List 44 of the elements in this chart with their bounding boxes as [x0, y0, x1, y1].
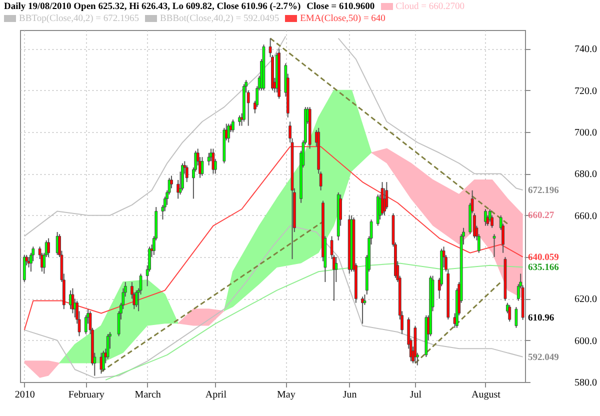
x-tick-label: May	[277, 390, 296, 400]
y-tick-label: 740.0	[574, 44, 597, 56]
data-label: 640.059	[528, 252, 560, 263]
chart-subtitle: Close = 610.9600	[306, 1, 375, 13]
y-tick-label: 600.0	[574, 336, 597, 347]
x-tick-label: August	[472, 390, 501, 400]
data-label: 635.166	[528, 263, 560, 274]
candlestick	[492, 234, 496, 258]
y-tick-label: 580.0	[574, 378, 597, 388]
candlestick	[508, 304, 512, 322]
y-tick-label: 660.0	[574, 210, 597, 222]
legend-label: BBBot(Close,40,2) = 592.0495	[160, 14, 280, 24]
candlestick	[200, 156, 204, 176]
legend-label: Cloud = 660.2700	[396, 2, 465, 12]
legend-label: BBTop(Close,40,2) = 672.1965	[19, 14, 140, 24]
candlestick	[47, 238, 50, 258]
candlestick	[238, 114, 242, 126]
line-series	[24, 146, 524, 330]
candlestick	[22, 254, 26, 283]
x-tick-label: Jun	[342, 390, 357, 400]
x-tick-label: Jul	[410, 390, 422, 400]
candlestick	[100, 352, 103, 374]
candlestick	[212, 148, 215, 174]
y-tick-label: 620.0	[574, 294, 597, 306]
candlestick	[134, 290, 138, 308]
x-tick-label: February	[68, 390, 104, 400]
data-label: 592.049	[528, 352, 560, 363]
candlestick	[232, 119, 234, 133]
y-tick-label: 700.0	[574, 128, 597, 139]
candlestick	[514, 306, 518, 328]
x-tick-label: April	[205, 390, 227, 400]
legend-label: EMA(Close,50) = 640	[300, 14, 386, 24]
text: 610.96	[528, 314, 554, 324]
y-tick-label: 680.0	[574, 169, 597, 180]
data-label: 660.27	[528, 210, 554, 221]
x-tick-label: 2010	[14, 390, 35, 400]
candlestick	[71, 288, 74, 314]
y-tick-label: 720.0	[574, 86, 597, 97]
x-tick-label: March	[134, 390, 161, 400]
candlestick	[106, 334, 110, 360]
data-label: 672.196	[528, 186, 560, 196]
candlestick	[102, 350, 105, 372]
chart-title: Daily 19/08/2010 Open 625.32, Hi 626.43, Lo 609.82, Close 610.96 (-2.7%)	[4, 1, 301, 13]
candlestick	[207, 152, 210, 166]
